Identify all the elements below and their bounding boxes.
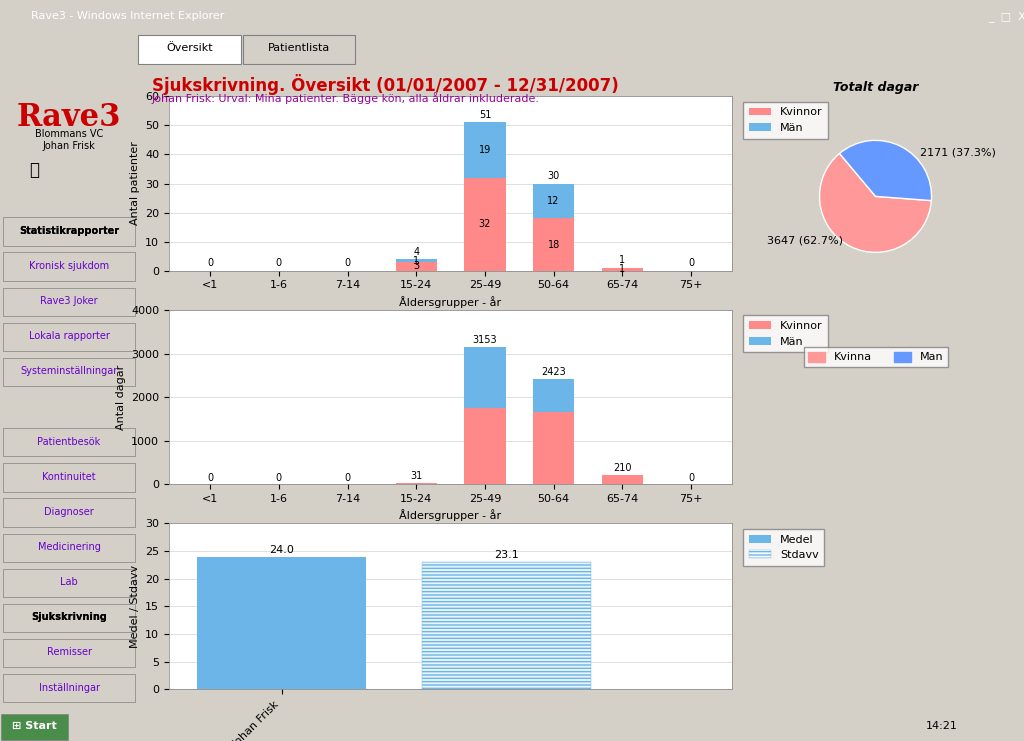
Bar bbox=[3, 639, 135, 668]
Text: 3153: 3153 bbox=[473, 335, 498, 345]
Bar bbox=[602, 268, 643, 270]
Legend: Kvinna, Man: Kvinna, Man bbox=[804, 348, 947, 367]
Text: Rave3 - Windows Internet Explorer: Rave3 - Windows Internet Explorer bbox=[31, 11, 224, 21]
Bar bbox=[3, 674, 135, 702]
Bar bbox=[464, 178, 506, 270]
Text: _  □  X: _ □ X bbox=[988, 11, 1024, 21]
Text: 18: 18 bbox=[548, 239, 560, 250]
Text: 0: 0 bbox=[275, 259, 282, 268]
Bar bbox=[3, 604, 135, 632]
Legend: Medel, Stdavv: Medel, Stdavv bbox=[743, 529, 824, 565]
Text: ⊞ Start: ⊞ Start bbox=[12, 721, 57, 731]
Text: 1: 1 bbox=[413, 256, 419, 265]
Text: 1: 1 bbox=[620, 265, 626, 274]
Text: 14:21: 14:21 bbox=[926, 721, 958, 731]
Text: 2423: 2423 bbox=[542, 367, 566, 377]
Text: Patientlista: Patientlista bbox=[268, 43, 330, 53]
Y-axis label: Antal dagar: Antal dagar bbox=[116, 365, 126, 430]
Bar bbox=[464, 122, 506, 178]
Text: 0: 0 bbox=[344, 473, 350, 482]
X-axis label: Åldersgrupper - år: Åldersgrupper - år bbox=[399, 510, 502, 522]
Text: 19: 19 bbox=[479, 145, 492, 155]
Y-axis label: Antal patienter: Antal patienter bbox=[130, 142, 139, 225]
Text: 0: 0 bbox=[275, 473, 282, 482]
Text: 4: 4 bbox=[413, 247, 419, 256]
Text: 32: 32 bbox=[478, 219, 492, 229]
Text: 0: 0 bbox=[207, 259, 213, 268]
Text: 0: 0 bbox=[688, 473, 694, 482]
Text: Sjukskrivning: Sjukskrivning bbox=[31, 612, 108, 622]
Text: Johan Frisk: Urval: Mina patienter. Bägge kön, alla åldrar inkluderade.: Johan Frisk: Urval: Mina patienter. Bägg… bbox=[152, 92, 540, 104]
Bar bbox=[3, 428, 135, 456]
Bar bbox=[422, 562, 591, 689]
Text: 2171 (37.3%): 2171 (37.3%) bbox=[920, 147, 995, 157]
Bar bbox=[395, 483, 437, 485]
Text: Johan Frisk: Johan Frisk bbox=[43, 141, 95, 151]
Bar bbox=[3, 534, 135, 562]
Y-axis label: Medel / Stdavv: Medel / Stdavv bbox=[130, 565, 139, 648]
Text: Kronisk sjukdom: Kronisk sjukdom bbox=[29, 261, 110, 271]
Text: Lab: Lab bbox=[60, 577, 78, 587]
Text: Medicinering: Medicinering bbox=[38, 542, 100, 552]
Text: Systeminställningar: Systeminställningar bbox=[20, 366, 118, 376]
Bar bbox=[197, 556, 367, 689]
Text: Statistikrapporter: Statistikrapporter bbox=[19, 226, 119, 236]
Text: 210: 210 bbox=[613, 463, 632, 473]
Bar bbox=[3, 217, 135, 246]
Text: 23.1: 23.1 bbox=[495, 550, 519, 560]
Text: 51: 51 bbox=[478, 110, 492, 120]
Bar bbox=[3, 568, 135, 597]
Text: Sjukskrivning: Sjukskrivning bbox=[31, 612, 108, 622]
Bar bbox=[3, 322, 135, 351]
Text: 12: 12 bbox=[548, 196, 560, 206]
Bar bbox=[532, 412, 574, 485]
Text: Sjukskrivning. Översikt (01/01/2007 - 12/31/2007): Sjukskrivning. Översikt (01/01/2007 - 12… bbox=[152, 74, 618, 95]
Text: 1: 1 bbox=[620, 256, 626, 265]
Legend: Kvinnor, Män: Kvinnor, Män bbox=[743, 316, 828, 352]
Text: 0: 0 bbox=[207, 473, 213, 482]
Text: Diagnoser: Diagnoser bbox=[44, 507, 94, 517]
Wedge shape bbox=[819, 153, 932, 253]
Bar bbox=[532, 379, 574, 412]
Text: Remisser: Remisser bbox=[47, 648, 91, 657]
Text: Lokala rapporter: Lokala rapporter bbox=[29, 331, 110, 341]
Bar bbox=[532, 219, 574, 270]
Bar bbox=[3, 499, 135, 527]
Title: Totalt dagar: Totalt dagar bbox=[833, 81, 919, 94]
FancyBboxPatch shape bbox=[1, 714, 68, 740]
Text: 31: 31 bbox=[410, 471, 422, 481]
Bar bbox=[532, 184, 574, 219]
Text: 0: 0 bbox=[688, 259, 694, 268]
Text: Inställningar: Inställningar bbox=[39, 682, 99, 693]
FancyBboxPatch shape bbox=[243, 35, 355, 64]
Text: 30: 30 bbox=[548, 171, 560, 182]
Wedge shape bbox=[840, 140, 932, 201]
Text: Kontinuitet: Kontinuitet bbox=[42, 472, 96, 482]
Legend: Kvinnor, Män: Kvinnor, Män bbox=[743, 102, 828, 139]
Text: 0: 0 bbox=[344, 259, 350, 268]
Text: Rave3: Rave3 bbox=[16, 102, 122, 133]
Text: Statistikrapporter: Statistikrapporter bbox=[19, 226, 119, 236]
Bar bbox=[3, 463, 135, 491]
Bar bbox=[3, 253, 135, 281]
X-axis label: Åldersgrupper - år: Åldersgrupper - år bbox=[399, 296, 502, 308]
Text: 3: 3 bbox=[413, 262, 419, 271]
Bar bbox=[395, 262, 437, 270]
FancyBboxPatch shape bbox=[138, 35, 241, 64]
Bar bbox=[602, 475, 643, 485]
Bar bbox=[395, 259, 437, 262]
Text: 3647 (62.7%): 3647 (62.7%) bbox=[767, 236, 844, 245]
Bar bbox=[464, 347, 506, 408]
Bar bbox=[464, 408, 506, 485]
Bar bbox=[422, 562, 591, 689]
Text: Blommans VC: Blommans VC bbox=[35, 130, 103, 139]
Text: Översikt: Översikt bbox=[166, 43, 213, 53]
Bar bbox=[3, 288, 135, 316]
Text: Rave3 Joker: Rave3 Joker bbox=[40, 296, 98, 306]
Text: Patientbesök: Patientbesök bbox=[38, 436, 100, 447]
Text: 24.0: 24.0 bbox=[269, 545, 294, 555]
Text: 🖨: 🖨 bbox=[30, 161, 40, 179]
Bar bbox=[3, 358, 135, 386]
